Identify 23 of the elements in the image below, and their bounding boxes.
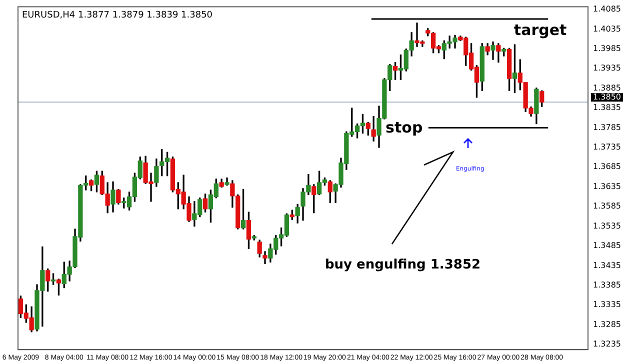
y-tick-label: 1.3735 [593,142,622,152]
ref-line-label: target [514,20,567,39]
ref-line-label: stop [386,118,423,137]
y-tick-label: 1.3685 [593,162,622,172]
annotation: buy engulfing 1.3852 [325,257,481,272]
y-tick-label: 1.4035 [593,24,622,34]
y-tick-label: 1.3535 [593,221,622,230]
y-tick-label: 1.3235 [593,340,622,349]
y-tick-label: 1.3485 [593,241,622,250]
y-tick-label: 1.4085 [593,4,622,14]
y-tick-label: 1.3785 [593,122,622,132]
y-tick-label: 1.3435 [593,260,622,270]
y-tick-label: 1.3285 [593,320,622,329]
y-tick-label: 1.3385 [593,280,622,290]
y-tick-label: 1.3835 [593,103,622,112]
y-tick-label: 1.3985 [593,44,622,54]
y-tick-label: 1.3635 [593,182,622,191]
y-tick-label: 1.3585 [593,202,622,211]
y-tick-label: 1.3935 [593,64,622,73]
y-tick-label: 1.3885 [593,83,622,92]
chart-title: EURUSD,H4 1.3877 1.3879 1.3839 1.3850 [22,10,213,21]
y-tick-label: 1.3335 [593,300,622,310]
ref-line-label: 1.3850 [593,92,622,102]
